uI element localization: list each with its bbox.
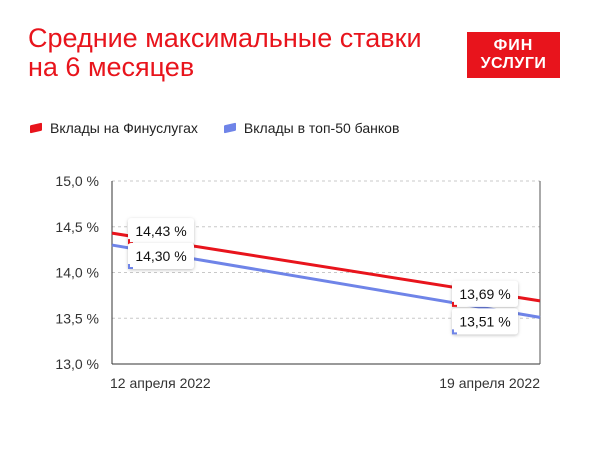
- x-tick-label: 12 апреля 2022: [110, 375, 211, 391]
- logo-line-2: УСЛУГИ: [480, 55, 547, 72]
- y-tick-labels: 15,0 % 14,5 % 14,0 % 13,5 % 13,0 %: [55, 173, 99, 372]
- data-label: 14,43 %: [128, 218, 194, 245]
- data-label: 13,51 %: [452, 308, 518, 335]
- x-tick-label: 19 апреля 2022: [439, 375, 540, 391]
- finuslugi-logo: ФИН УСЛУГИ: [467, 32, 560, 78]
- svg-text:14,43 %: 14,43 %: [135, 223, 186, 239]
- y-tick-label: 14,0 %: [55, 265, 99, 281]
- title-line-1: Средние максимальные ставки: [28, 23, 422, 53]
- legend-label: Вклады на Финуслугах: [50, 120, 198, 136]
- y-tick-label: 13,5 %: [55, 310, 99, 326]
- chart-legend: Вклады на Финуслугах Вклады в топ-50 бан…: [30, 120, 425, 136]
- y-tick-label: 15,0 %: [55, 173, 99, 189]
- data-labels: 14,43 % 13,69 % 14,30 % 13,51 %: [128, 218, 518, 335]
- svg-text:13,69 %: 13,69 %: [459, 286, 510, 302]
- y-tick-label: 14,5 %: [55, 219, 99, 235]
- title-line-2: на 6 месяцев: [28, 52, 195, 82]
- legend-item-finuslugi: Вклады на Финуслугах: [30, 120, 198, 136]
- chart-title: Средние максимальные ставки на 6 месяцев: [28, 24, 422, 82]
- legend-item-top50: Вклады в топ-50 банков: [223, 120, 400, 136]
- legend-label: Вклады в топ-50 банков: [243, 120, 400, 136]
- svg-text:14,30 %: 14,30 %: [135, 248, 186, 264]
- logo-line-1: ФИН: [493, 37, 534, 54]
- data-label: 13,69 %: [452, 280, 518, 307]
- x-tick-labels: 12 апреля 2022 19 апреля 2022: [110, 375, 540, 391]
- data-label: 14,30 %: [128, 243, 194, 270]
- axes: [111, 181, 541, 365]
- y-tick-label: 13,0 %: [55, 356, 99, 372]
- svg-text:13,51 %: 13,51 %: [459, 313, 510, 329]
